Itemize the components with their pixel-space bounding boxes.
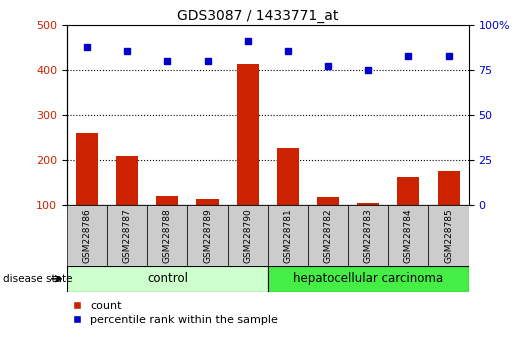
Bar bbox=[157, 196, 178, 205]
Text: GSM228787: GSM228787 bbox=[123, 208, 132, 263]
Bar bbox=[116, 156, 138, 205]
Bar bbox=[76, 133, 98, 205]
Text: GSM228785: GSM228785 bbox=[444, 208, 453, 263]
Text: disease state: disease state bbox=[3, 274, 72, 284]
Text: GSM228789: GSM228789 bbox=[203, 208, 212, 263]
Bar bbox=[67, 205, 107, 266]
Bar bbox=[228, 205, 268, 266]
Text: hepatocellular carcinoma: hepatocellular carcinoma bbox=[293, 272, 443, 285]
Text: control: control bbox=[147, 272, 188, 285]
Text: GSM228783: GSM228783 bbox=[364, 208, 373, 263]
Bar bbox=[438, 171, 459, 205]
Bar bbox=[67, 266, 268, 292]
Bar bbox=[197, 199, 218, 205]
Bar bbox=[268, 205, 308, 266]
Text: GSM228788: GSM228788 bbox=[163, 208, 172, 263]
Text: GSM228786: GSM228786 bbox=[82, 208, 92, 263]
Bar bbox=[277, 148, 299, 205]
Bar bbox=[107, 205, 147, 266]
Text: GSM228790: GSM228790 bbox=[243, 208, 252, 263]
Legend: count, percentile rank within the sample: count, percentile rank within the sample bbox=[73, 301, 278, 325]
Bar bbox=[428, 205, 469, 266]
Bar bbox=[268, 266, 469, 292]
Bar bbox=[308, 205, 348, 266]
Bar bbox=[388, 205, 428, 266]
Text: GSM228784: GSM228784 bbox=[404, 208, 413, 263]
Text: GDS3087 / 1433771_at: GDS3087 / 1433771_at bbox=[177, 9, 338, 23]
Bar bbox=[237, 64, 259, 205]
Bar bbox=[357, 203, 379, 205]
Bar bbox=[398, 177, 419, 205]
Text: GSM228781: GSM228781 bbox=[283, 208, 293, 263]
Bar bbox=[348, 205, 388, 266]
Text: GSM228782: GSM228782 bbox=[323, 208, 333, 263]
Bar bbox=[317, 197, 339, 205]
Bar bbox=[147, 205, 187, 266]
Bar bbox=[187, 205, 228, 266]
